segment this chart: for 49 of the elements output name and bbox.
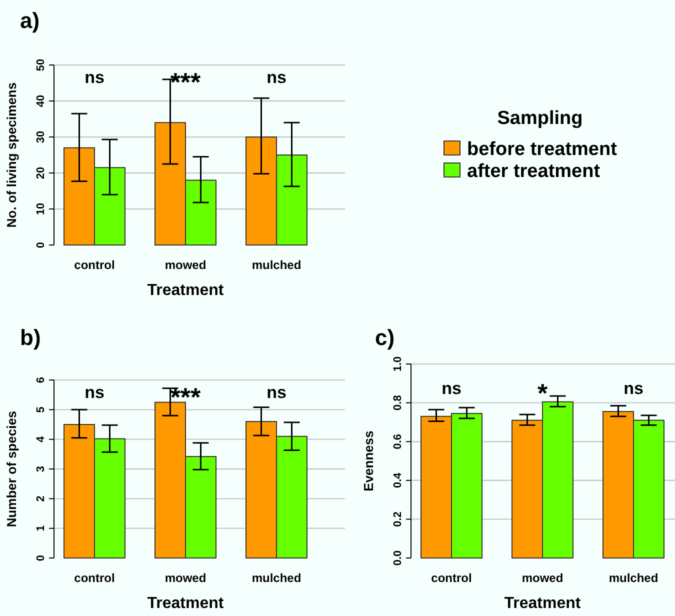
chart-title: b)	[20, 325, 41, 350]
y-tick-label: 0.4	[392, 472, 404, 488]
x-tick-label: control	[74, 258, 115, 272]
y-tick-label: 10	[35, 202, 47, 216]
x-tick-label: mowed	[522, 571, 564, 585]
y-tick-label: 0.2	[392, 512, 404, 527]
y-axis-title: No. of living specimens	[4, 82, 19, 228]
chart-title: a)	[20, 8, 40, 33]
x-axis-title: Treatment	[504, 595, 582, 612]
annotation: ns	[84, 383, 104, 402]
annotation: ns	[442, 379, 462, 398]
annotation: ns	[624, 379, 644, 398]
x-tick-label: control	[74, 571, 115, 585]
y-tick-label: 0	[35, 554, 47, 562]
y-tick-label: 40	[35, 94, 47, 108]
y-tick-label: 5	[35, 406, 47, 413]
x-tick-label: mowed	[164, 258, 206, 272]
annotation: ***	[170, 382, 202, 412]
y-tick-label: 2	[35, 496, 47, 502]
y-tick-label: 50	[35, 58, 47, 72]
y-tick-label: 20	[35, 166, 47, 180]
x-tick-label: mulched	[252, 571, 302, 585]
annotation: ns	[266, 68, 286, 87]
y-tick-label: 0.6	[392, 434, 404, 450]
y-tick-label: 30	[35, 130, 47, 144]
y-tick-label: 0.0	[392, 550, 404, 566]
y-tick-label: 6	[35, 376, 47, 384]
y-axis-title: Number of species	[4, 410, 19, 528]
x-tick-label: mowed	[164, 571, 206, 585]
legend-label: after treatment	[467, 161, 601, 182]
annotation: *	[537, 378, 548, 408]
y-axis-title: Evenness	[361, 430, 376, 492]
y-tick-label: 0.8	[392, 395, 404, 410]
x-axis-title: Treatment	[147, 595, 224, 612]
y-tick-label: 1.0	[392, 356, 404, 372]
y-tick-label: 0	[35, 242, 47, 248]
x-tick-label: control	[431, 571, 472, 585]
legend-title: Sampling	[497, 108, 583, 129]
annotation: ***	[170, 67, 202, 97]
legend-label: before treatment	[467, 139, 618, 160]
chart-title: c)	[375, 325, 395, 350]
x-tick-label: mulched	[608, 571, 658, 585]
y-tick-label: 4	[35, 435, 47, 442]
annotation: ns	[266, 383, 286, 402]
x-tick-label: mulched	[252, 258, 302, 272]
annotation: ns	[84, 68, 104, 87]
y-tick-label: 3	[35, 466, 47, 472]
y-tick-label: 1	[35, 525, 47, 532]
x-axis-title: Treatment	[147, 282, 224, 299]
